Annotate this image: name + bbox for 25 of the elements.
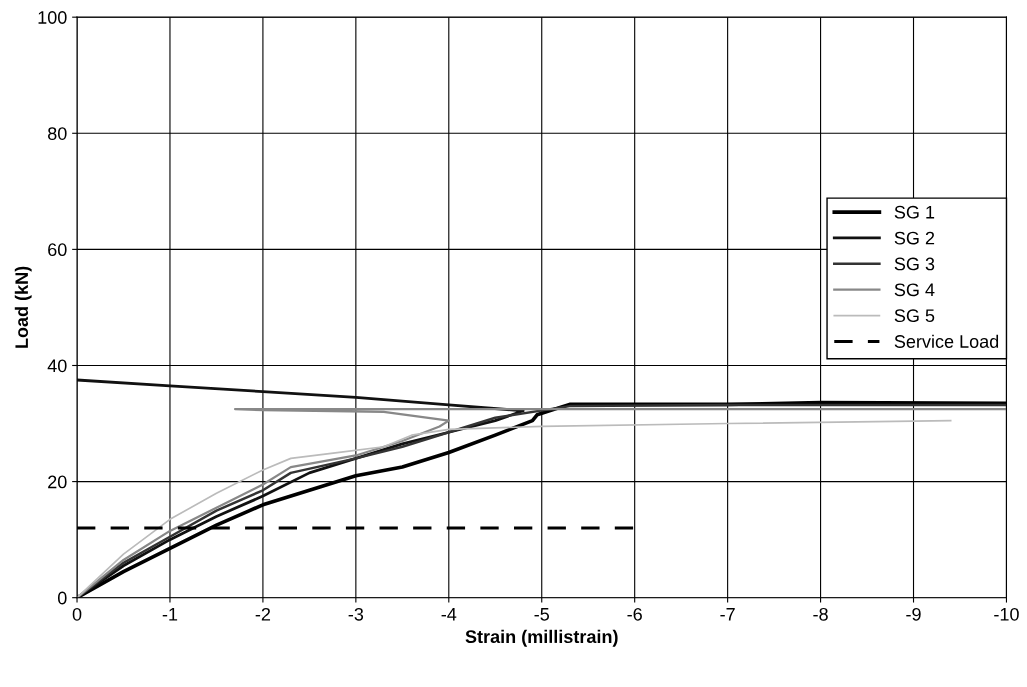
legend-label: Service Load [894, 334, 999, 348]
legend-label: SG 4 [894, 283, 935, 297]
y-tick-label: 60 [48, 243, 67, 257]
x-tick-label: -8 [813, 607, 828, 621]
x-axis-title: Strain (millistrain) [465, 629, 618, 647]
y-tick-label: 0 [57, 591, 67, 605]
x-tick-label: -7 [720, 608, 735, 621]
y-tick-label: 100 [38, 11, 67, 24]
legend-label: SG 1 [894, 205, 935, 219]
x-tick-label: -4 [441, 608, 457, 621]
x-tick-label: 0 [72, 607, 82, 621]
legend-label: SG 3 [894, 257, 935, 271]
x-tick-label: -9 [906, 607, 921, 621]
x-tick-label: -2 [255, 607, 271, 621]
x-tick-label: -6 [627, 607, 642, 621]
x-tick-label: -3 [348, 607, 364, 621]
y-tick-label: 40 [47, 359, 67, 373]
y-tick-label: 80 [48, 127, 67, 140]
x-tick-label: -1 [162, 608, 178, 621]
x-tick-label: -5 [534, 608, 550, 621]
x-tick-label: -10 [994, 607, 1019, 621]
y-tick-label: 20 [48, 475, 67, 489]
y-axis-title: Load (kN) [14, 266, 32, 348]
legend-label: SG 5 [894, 309, 935, 323]
legend-label: SG 2 [894, 231, 935, 245]
